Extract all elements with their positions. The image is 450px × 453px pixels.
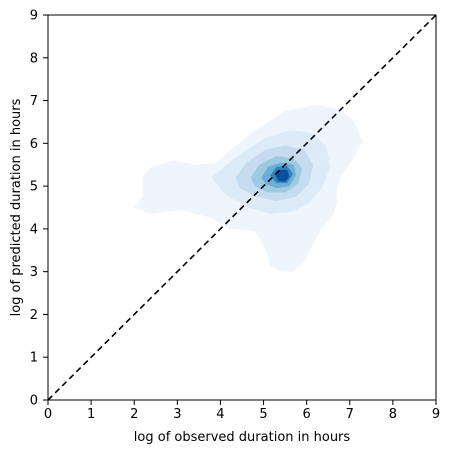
x-tick-label-4: 4 bbox=[216, 407, 224, 422]
density-contours bbox=[134, 104, 363, 272]
reference-line-layer bbox=[47, 14, 437, 401]
x-tick-label-6: 6 bbox=[303, 407, 311, 422]
density-level-7 bbox=[275, 169, 290, 182]
y-tick-label-6: 6 bbox=[30, 137, 38, 152]
y-tick-label-8: 8 bbox=[30, 51, 38, 66]
x-axis-label: log of observed duration in hours bbox=[134, 430, 351, 445]
axis-ticks: 0 1 2 3 4 5 6 7 8 9 0 1 2 3 4 5 6 7 8 9 bbox=[30, 9, 440, 423]
y-tick-label-9: 9 bbox=[30, 9, 38, 24]
y-tick-label-1: 1 bbox=[30, 351, 38, 366]
y-axis-label: log of predicted duration in hours bbox=[9, 98, 24, 316]
y-tick-label-4: 4 bbox=[30, 222, 38, 237]
y-tick-label-3: 3 bbox=[30, 265, 38, 280]
y-tick-label-2: 2 bbox=[30, 308, 38, 323]
x-tick-label-7: 7 bbox=[346, 407, 354, 422]
y-tick-label-7: 7 bbox=[30, 94, 38, 109]
y-tick-label-0: 0 bbox=[30, 394, 38, 409]
x-tick-label-9: 9 bbox=[432, 407, 440, 422]
plot-frame bbox=[47, 14, 437, 401]
x-tick-label-2: 2 bbox=[130, 407, 138, 422]
x-tick-label-1: 1 bbox=[87, 407, 95, 422]
x-tick-label-8: 8 bbox=[389, 407, 397, 422]
y-tick-label-5: 5 bbox=[30, 180, 38, 195]
x-tick-label-5: 5 bbox=[259, 407, 267, 422]
reference-line bbox=[47, 14, 437, 401]
x-tick-label-3: 3 bbox=[173, 407, 181, 422]
x-tick-label-0: 0 bbox=[44, 407, 52, 422]
